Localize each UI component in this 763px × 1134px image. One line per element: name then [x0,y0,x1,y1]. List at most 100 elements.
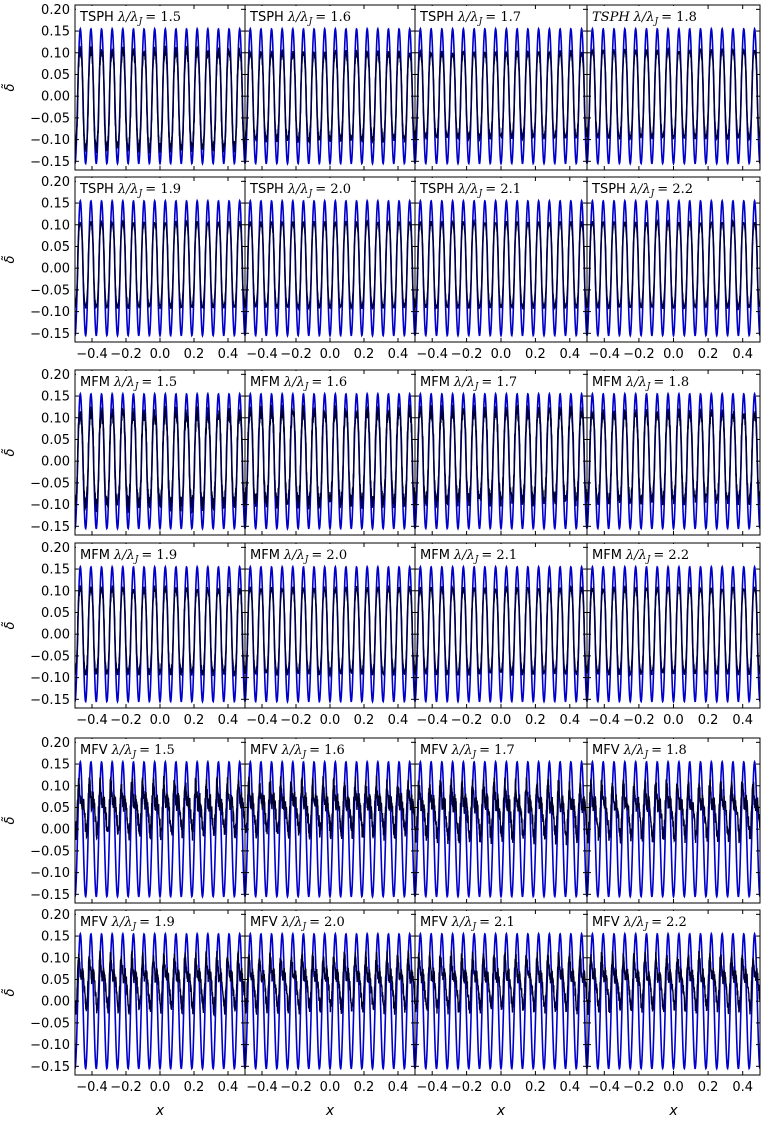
y-axis-label: δ̃ [2,83,18,91]
panel-method: TSPH [419,182,454,197]
panel-title: TSPH λ/λJ = 1.8 [588,6,697,27]
x-tick-label: −0.4 [416,1080,448,1095]
y-tick-label: −0.10 [30,498,70,513]
panel: MFV λ/λJ = 1.6 [244,737,416,904]
y-axis-label: δ̃ [2,988,18,996]
simulation-series-line [415,218,587,311]
y-tick-label: −0.15 [30,155,70,170]
x-tick-label: −0.4 [76,713,108,728]
x-tick-label: −0.2 [623,1080,655,1095]
x-tick-label: 0.0 [320,1080,341,1095]
simulation-series-line [75,219,245,310]
y-tick-label: −0.05 [30,111,70,126]
y-tick-label: 0.20 [41,736,70,751]
x-tick-label: −0.4 [589,1080,621,1095]
x-tick-label: 0.4 [218,347,239,362]
x-axis-label: x [155,1103,165,1119]
y-tick-label: −0.05 [30,1016,70,1031]
x-tick-label: −0.4 [589,347,621,362]
analytic-series-line [245,198,415,338]
simulation-series-line [245,584,415,679]
x-tick-label: 0.4 [732,347,753,362]
y-tick-label: 0.05 [41,240,70,255]
panel-method: TSPH [249,182,284,197]
x-tick-label: −0.2 [280,713,312,728]
simulation-series-line [415,950,587,1015]
x-axis-labels: −0.4 −0.2 0.0 0.2 0.4 −0.4 −0.2 0.0 0.2 0.4 −0.4 −0… [76,347,753,1119]
panel: TSPH λ/λJ = 2.1 [414,176,588,343]
panel-ratio: 1.8 [676,10,697,25]
panel-ratio: 1.7 [494,743,515,758]
x-tick-label: 0.2 [354,347,375,362]
panel-ratio: 1.8 [666,743,687,758]
panel-title: TSPH λ/λJ = 2.0 [246,178,351,199]
x-tick-label: 0.0 [320,713,341,728]
panel: MFV λ/λJ = 1.8 [586,737,761,904]
panel-frame [244,542,416,709]
panel-ratio: 1.6 [326,375,347,390]
panel: MFV λ/λJ = 1.9 [74,909,246,1076]
panel-title: MFV λ/λJ = 1.9 [76,911,175,932]
x-tick-label: −0.4 [589,713,621,728]
analytic-series-line [75,198,245,338]
panel-method: MFM [592,375,622,390]
panel-ratio: 2.1 [494,915,515,930]
simulation-series-line [587,218,760,311]
simulation-series-line [587,778,760,845]
y-tick-label: 0.10 [41,218,70,233]
y-axis-labels: −0.15 −0.10 −0.05 0.00 0.05 0.10 0.15 0.20 δ̃ −0.… [2,3,70,1075]
x-tick-label: −0.4 [246,713,278,728]
analytic-series-line [245,26,415,166]
panel-title: MFM λ/λJ = 1.9 [76,544,177,565]
x-tick-label: −0.2 [451,347,483,362]
panel-frame [414,737,588,904]
analytic-series-line [587,198,760,338]
x-tick-label: −0.2 [110,713,142,728]
analytic-series-line [415,26,587,166]
y-axis-label: δ̃ [2,621,18,629]
y-tick-label: 0.00 [41,455,70,470]
panel: TSPH λ/λJ = 2.0 [244,176,416,343]
panel-title: MFV λ/λJ = 2.0 [246,911,345,932]
panel-frame [244,369,416,536]
x-tick-label: 0.2 [525,713,546,728]
simulation-series-line [587,46,760,142]
x-tick-label: 0.2 [698,1080,719,1095]
simulation-series-line [245,950,415,1015]
panel-frame [586,542,761,709]
panel-frame [414,909,588,1076]
simulation-series-line [245,219,415,312]
panel-frame [244,909,416,1076]
panel-title: MFM λ/λJ = 2.2 [588,544,689,565]
panel: MFM λ/λJ = 2.0 [244,542,416,709]
x-tick-label: 0.4 [732,713,753,728]
y-tick-label: 0.05 [41,801,70,816]
panel-ratio: 1.9 [156,548,177,563]
y-tick-label: −0.15 [30,520,70,535]
x-tick-label: 0.2 [525,1080,546,1095]
x-tick-label: 0.0 [663,347,684,362]
panel: MFV λ/λJ = 2.1 [414,909,588,1076]
y-tick-label: 0.10 [41,46,70,61]
panel-title: MFV λ/λJ = 1.5 [76,739,175,760]
panel-method: MFV [250,915,278,930]
x-axis-label: x [496,1103,506,1119]
x-tick-label: 0.4 [559,1080,580,1095]
panel-ratio: 1.8 [668,375,689,390]
x-tick-label: −0.2 [280,347,312,362]
panel-method: MFM [420,548,450,563]
simulation-series-line [587,585,760,677]
x-tick-label: 0.0 [491,347,512,362]
